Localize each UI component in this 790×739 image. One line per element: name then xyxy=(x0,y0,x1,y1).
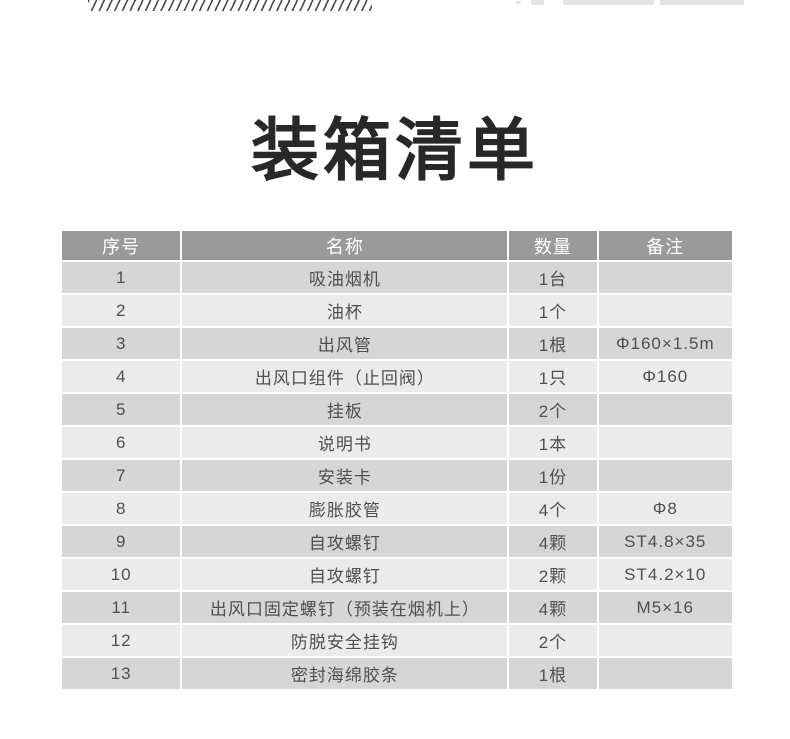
page-title: 装箱清单 xyxy=(250,113,539,189)
cell-no: 6 xyxy=(62,427,181,459)
header-note: 备注 xyxy=(598,231,732,261)
cell-name: 吸油烟机 xyxy=(182,262,508,294)
cell-name: 安装卡 xyxy=(182,460,508,492)
cell-qty: 2个 xyxy=(509,625,597,657)
cell-name: 膨胀胶管 xyxy=(182,493,508,525)
cell-no: 2 xyxy=(62,295,181,327)
header-qty: 数量 xyxy=(509,231,597,261)
cell-qty: 4个 xyxy=(509,493,597,525)
cell-name: 密封海绵胶条 xyxy=(182,658,508,690)
cell-note xyxy=(598,262,732,294)
cell-no: 1 xyxy=(62,262,181,294)
table-row: 11 出风口固定螺钉（预装在烟机上） 4颗 M5×16 xyxy=(62,592,732,624)
table-row: 3 出风管 1根 Φ160×1.5m xyxy=(62,328,732,360)
cell-name: 自攻螺钉 xyxy=(182,526,508,558)
cell-qty: 1只 xyxy=(509,361,597,393)
cell-no: 10 xyxy=(62,559,181,591)
cell-qty: 1本 xyxy=(509,427,597,459)
cell-qty: 1个 xyxy=(509,295,597,327)
table-row: 10 自攻螺钉 2颗 ST4.2×10 xyxy=(62,559,732,591)
cell-qty: 4颗 xyxy=(509,526,597,558)
table-row: 12 防脱安全挂钩 2个 xyxy=(62,625,732,657)
cell-note: Φ160 xyxy=(598,361,732,393)
cell-note xyxy=(598,460,732,492)
table-row: 6 说明书 1本 xyxy=(62,427,732,459)
table-row: 5 挂板 2个 xyxy=(62,394,732,426)
table-row: 4 出风口组件（止回阀） 1只 Φ160 xyxy=(62,361,732,393)
cell-no: 7 xyxy=(62,460,181,492)
cropped-graphic-fragment xyxy=(563,0,654,5)
cell-name: 自攻螺钉 xyxy=(182,559,508,591)
cell-note xyxy=(598,427,732,459)
cell-note: M5×16 xyxy=(598,592,732,624)
cell-note xyxy=(598,625,732,657)
cell-no: 3 xyxy=(62,328,181,360)
cropped-graphic-fragment xyxy=(531,0,544,5)
cell-no: 9 xyxy=(62,526,181,558)
cell-name: 油杯 xyxy=(182,295,508,327)
cell-qty: 1份 xyxy=(509,460,597,492)
cell-no: 4 xyxy=(62,361,181,393)
packing-list-table: 序号 名称 数量 备注 1 吸油烟机 1台 2 油杯 1个 3 出风管 1根 Φ… xyxy=(60,229,734,691)
cell-no: 13 xyxy=(62,658,181,690)
cell-name: 说明书 xyxy=(182,427,508,459)
cell-qty: 1台 xyxy=(509,262,597,294)
cell-note xyxy=(598,394,732,426)
table-row: 2 油杯 1个 xyxy=(62,295,732,327)
cell-no: 11 xyxy=(62,592,181,624)
table-header-row: 序号 名称 数量 备注 xyxy=(62,231,732,261)
cell-name: 出风口组件（止回阀） xyxy=(182,361,508,393)
cell-note: Φ160×1.5m xyxy=(598,328,732,360)
cell-name: 挂板 xyxy=(182,394,508,426)
header-no: 序号 xyxy=(62,231,181,261)
cell-name: 防脱安全挂钩 xyxy=(182,625,508,657)
cell-qty: 4颗 xyxy=(509,592,597,624)
table-row: 13 密封海绵胶条 1根 xyxy=(62,658,732,690)
hatch-stripe-decoration xyxy=(88,0,372,11)
table-row: 9 自攻螺钉 4颗 ST4.8×35 xyxy=(62,526,732,558)
cropped-graphic-fragment xyxy=(516,1,521,4)
cell-name: 出风口固定螺钉（预装在烟机上） xyxy=(182,592,508,624)
table-row: 8 膨胀胶管 4个 Φ8 xyxy=(62,493,732,525)
cell-no: 5 xyxy=(62,394,181,426)
cell-note xyxy=(598,295,732,327)
cell-qty: 2颗 xyxy=(509,559,597,591)
cell-name: 出风管 xyxy=(182,328,508,360)
table-row: 1 吸油烟机 1台 xyxy=(62,262,732,294)
cell-note: ST4.2×10 xyxy=(598,559,732,591)
cell-qty: 2个 xyxy=(509,394,597,426)
cell-qty: 1根 xyxy=(509,328,597,360)
cell-qty: 1根 xyxy=(509,658,597,690)
cell-note: ST4.8×35 xyxy=(598,526,732,558)
cell-note xyxy=(598,658,732,690)
cell-no: 8 xyxy=(62,493,181,525)
header-name: 名称 xyxy=(182,231,508,261)
table-row: 7 安装卡 1份 xyxy=(62,460,732,492)
cell-note: Φ8 xyxy=(598,493,732,525)
cell-no: 12 xyxy=(62,625,181,657)
cropped-graphic-fragment xyxy=(660,0,744,5)
